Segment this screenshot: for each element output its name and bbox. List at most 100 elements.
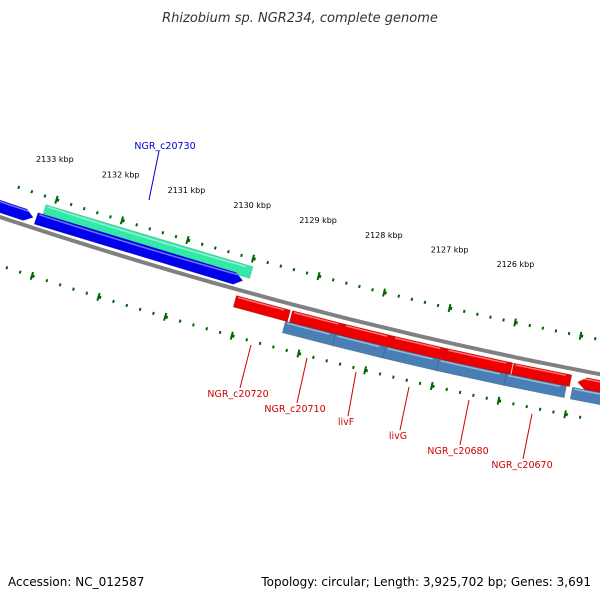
outer-minor-tick-21: [292, 267, 296, 272]
forward-rna-feature: [41, 204, 254, 279]
gene-callouts: NGR_c20730 NGR_c20720 NGR_c20710 livF livG NG…: [134, 141, 552, 471]
inner-minor-tick-15: [192, 323, 195, 327]
inner-minor-tick-19: [245, 338, 249, 342]
reverse-cds-0-highlight: [237, 296, 285, 311]
tick-label-5: 2128 kbp: [365, 231, 403, 240]
gene-label-forward-0[interactable]: NGR_c20730: [134, 141, 195, 152]
gene-label-reverse-1[interactable]: NGR_c20710: [264, 404, 325, 415]
inner-minor-tick-16: [205, 327, 209, 331]
inner-minor-tick-40: [525, 404, 529, 409]
inner-minor-tick-26: [338, 362, 342, 366]
outer-minor-tick-11: [161, 231, 165, 235]
outer-major-tick-3: [251, 254, 256, 263]
outer-minor-tick-20: [279, 264, 283, 268]
reverse-cds-0: [232, 295, 291, 323]
tick-label-1: 2132 kbp: [102, 171, 140, 180]
forward-cds-arrow-highlight: [39, 214, 239, 276]
inner-minor-tick-21: [272, 345, 275, 349]
inner-minor-tick-11: [138, 307, 142, 312]
outer-major-tick-4: [316, 271, 321, 281]
inner-minor-tick-6: [72, 287, 75, 291]
outer-minor-tick-7: [109, 215, 112, 219]
inner-minor-tick-38: [498, 399, 502, 403]
gene-label-reverse-4[interactable]: NGR_c20680: [427, 446, 488, 457]
inner-minor-tick-33: [432, 384, 435, 389]
inner-minor-tick-34: [445, 387, 449, 392]
inner-minor-tick-5: [58, 283, 62, 287]
inner-major-tick-8: [563, 410, 567, 419]
inner-major-tick-1: [96, 292, 101, 301]
outer-minor-tick-23: [318, 274, 322, 279]
outer-minor-tick-38: [515, 321, 518, 325]
reverse-cds-5: [510, 362, 573, 388]
tick-label-0: 2133 kbp: [36, 155, 74, 164]
outer-minor-tick-41: [554, 329, 558, 333]
inner-minor-tick-39: [512, 402, 515, 406]
reverse-cds-4-highlight: [448, 349, 507, 364]
inner-minor-tick-31: [405, 378, 409, 382]
inner-minor-tick-17: [218, 330, 222, 335]
outer-minor-tick-22: [305, 271, 309, 275]
outer-minor-tick-4: [69, 202, 73, 207]
outer-minor-tick-42: [567, 331, 571, 336]
gene-label-reverse-3-leader: [399, 386, 410, 431]
inner-major-tick-5: [363, 366, 368, 375]
forward-cds-arrow-left-highlight: [0, 200, 29, 212]
inner-minor-tick-20: [258, 341, 262, 346]
inner-minor-tick-37: [485, 396, 489, 400]
reverse-gene-4-highlight: [507, 374, 561, 388]
inner-minor-tick-35: [458, 390, 462, 395]
inner-major-tick-6: [429, 381, 434, 391]
inner-minor-tick-13: [165, 315, 169, 320]
outer-minor-tick-44: [593, 337, 597, 341]
reverse-cds-2-highlight: [346, 325, 388, 337]
reverse-gene-1-highlight: [337, 335, 380, 348]
outer-minor-tick-28: [384, 291, 387, 295]
inner-minor-tick-2: [18, 270, 22, 274]
outer-minor-tick-6: [95, 211, 99, 215]
outer-minor-tick-0: [17, 185, 21, 190]
outer-minor-tick-39: [528, 323, 532, 328]
inner-major-tick-0: [29, 271, 35, 280]
outer-minor-tick-27: [371, 288, 374, 292]
outer-minor-tick-9: [135, 223, 139, 227]
inner-minor-tick-9: [112, 299, 115, 304]
outer-minor-tick-2: [43, 194, 47, 198]
gene-label-reverse-2[interactable]: livF: [338, 417, 354, 428]
outer-major-tick-0: [54, 195, 59, 204]
tick-label-4: 2129 kbp: [299, 216, 337, 225]
reverse-gene-2-highlight: [387, 347, 433, 360]
gene-label-reverse-0[interactable]: NGR_c20720: [207, 389, 268, 400]
outer-major-tick-8: [578, 331, 583, 340]
inner-minor-tick-29: [378, 372, 382, 376]
inner-minor-tick-28: [365, 369, 369, 373]
reverse-cds-1-highlight: [293, 311, 339, 325]
inner-minor-tick-30: [392, 375, 395, 379]
gene-label-reverse-3[interactable]: livG: [389, 431, 407, 442]
outer-minor-tick-19: [266, 260, 270, 265]
tick-label-2: 2131 kbp: [168, 186, 206, 195]
outer-minor-tick-31: [423, 300, 427, 305]
gene-label-reverse-1-leader: [296, 357, 308, 404]
map-title: Rhizobium sp. NGR234, complete genome: [162, 11, 438, 26]
inner-minor-tick-36: [472, 393, 475, 397]
gene-label-reverse-5[interactable]: NGR_c20670: [491, 460, 552, 471]
outer-minor-tick-24: [331, 278, 335, 282]
inner-minor-tick-43: [565, 412, 569, 417]
outer-major-tick-5: [382, 288, 386, 297]
gene-label-reverse-0-leader: [239, 344, 252, 389]
forward-cds-arrow: [33, 212, 244, 285]
inner-minor-tick-27: [352, 365, 355, 370]
reverse-gene-0-highlight: [286, 322, 330, 335]
outer-minor-tick-17: [240, 253, 243, 258]
gene-label-reverse-4-leader: [459, 399, 470, 446]
outer-minor-tick-25: [344, 281, 348, 285]
inner-minor-tick-10: [125, 303, 129, 308]
reverse-cds-3-highlight: [395, 337, 441, 350]
inner-minor-tick-25: [325, 359, 329, 363]
inner-minor-tick-12: [152, 311, 155, 316]
inner-major-tick-3: [229, 331, 234, 340]
outer-minor-tick-43: [580, 334, 584, 338]
outer-minor-tick-36: [489, 315, 492, 319]
